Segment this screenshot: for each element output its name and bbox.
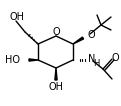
- Text: HO: HO: [5, 55, 20, 65]
- Polygon shape: [73, 37, 84, 44]
- Polygon shape: [29, 59, 38, 61]
- Polygon shape: [55, 68, 57, 80]
- Text: O: O: [87, 30, 95, 40]
- Text: N: N: [88, 54, 95, 64]
- Text: H: H: [93, 59, 99, 68]
- Text: O: O: [111, 53, 119, 63]
- Text: OH: OH: [10, 12, 24, 22]
- Text: O: O: [52, 27, 60, 37]
- Text: OH: OH: [49, 82, 64, 92]
